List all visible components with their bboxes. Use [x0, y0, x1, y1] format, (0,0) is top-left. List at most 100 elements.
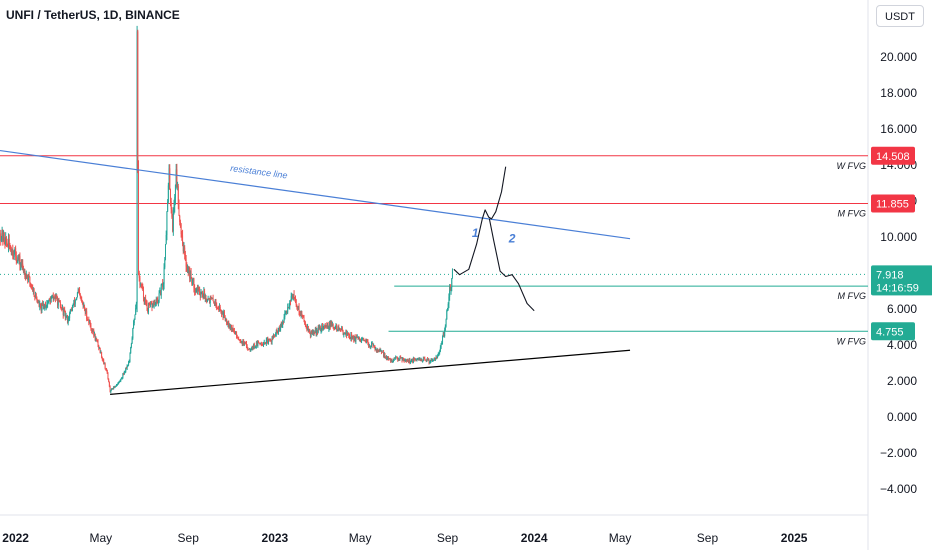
candle-body — [65, 316, 67, 318]
candle-body — [191, 280, 193, 284]
candle-body — [400, 356, 402, 359]
candle-body — [104, 363, 106, 369]
candle-body — [303, 317, 305, 322]
candle-body — [305, 325, 307, 327]
candle-body — [312, 331, 314, 335]
candle-body — [332, 323, 334, 328]
level-price-label: 4.755 — [876, 326, 904, 338]
candle-body — [422, 358, 424, 362]
candle-body — [434, 358, 436, 360]
candle-body — [199, 294, 201, 297]
candle-body — [267, 338, 269, 344]
candle-body — [160, 284, 162, 296]
time-tick-label: 2025 — [781, 531, 808, 545]
candle-body — [331, 323, 333, 325]
candle-body — [108, 381, 110, 387]
candle-body — [167, 185, 169, 202]
candle-body — [398, 359, 400, 361]
candle-body — [309, 333, 311, 336]
time-tick-label: 2022 — [2, 531, 29, 545]
candle-body — [118, 381, 120, 383]
candle-body — [74, 299, 76, 304]
candle-body — [91, 328, 93, 331]
candle-body — [380, 350, 382, 353]
candle-body — [253, 343, 255, 347]
candle-body — [231, 327, 233, 330]
candle-body — [336, 325, 338, 331]
candle-body — [263, 342, 265, 345]
candle-body — [152, 303, 154, 307]
candle-body — [357, 336, 359, 340]
candle-body — [269, 339, 271, 341]
candle-body — [75, 299, 77, 300]
candle-body — [346, 331, 348, 336]
candle-body — [223, 312, 225, 318]
candle-body — [39, 304, 41, 307]
candle-body — [385, 357, 387, 359]
candle-body — [90, 325, 92, 329]
candle-body — [3, 233, 5, 241]
candle-body — [178, 204, 180, 217]
candle-body — [388, 358, 390, 359]
candle-body — [439, 351, 441, 353]
candle-body — [362, 338, 364, 340]
candle-body — [272, 334, 274, 338]
candle-body — [63, 309, 65, 315]
candle-body — [424, 358, 426, 360]
candle-body — [93, 329, 95, 336]
candle-body — [223, 312, 225, 318]
candle-body — [200, 293, 202, 297]
candle-body — [34, 296, 36, 297]
candle-body — [412, 358, 414, 363]
candle-body — [126, 365, 128, 369]
candle-body — [76, 297, 78, 300]
price-tick-label: 2.000 — [887, 374, 917, 388]
candle-body — [372, 343, 374, 347]
candle-body — [281, 325, 283, 327]
candle-body — [383, 353, 385, 357]
candle-body — [18, 256, 20, 261]
candle-body — [66, 315, 68, 317]
candle-body — [12, 250, 14, 257]
candle-body — [233, 330, 235, 332]
candle-body — [418, 357, 420, 360]
candle-body — [103, 363, 105, 365]
candle-body — [255, 346, 257, 348]
candle-body — [57, 298, 59, 306]
candle-body — [293, 294, 295, 298]
candle-body — [58, 299, 60, 301]
candle-body — [338, 327, 340, 330]
price-tick-label: 6.000 — [887, 302, 917, 316]
candle-body — [97, 341, 99, 346]
candle-body — [226, 318, 228, 323]
candle-body — [13, 250, 15, 257]
candle-body — [133, 318, 135, 323]
candle-body — [266, 339, 268, 341]
candle-body — [103, 360, 105, 365]
candle-body — [209, 297, 211, 304]
candle-body — [302, 315, 304, 318]
candle-body — [62, 308, 64, 310]
candle-body — [437, 356, 439, 358]
candle-body — [265, 342, 267, 344]
candle-body — [367, 340, 369, 345]
candle-body — [358, 337, 360, 340]
candle-body — [147, 310, 149, 312]
candle-body — [231, 325, 233, 330]
candle-body — [416, 358, 418, 360]
candle-body — [182, 235, 184, 245]
currency-button[interactable]: USDT — [876, 5, 924, 27]
candle-body — [363, 340, 365, 341]
candle-body — [194, 288, 196, 292]
candle-body — [118, 382, 120, 384]
candle-body — [294, 297, 296, 299]
candle-body — [298, 306, 300, 312]
candle-body — [95, 338, 97, 341]
candle-body — [384, 353, 386, 357]
candle-body — [77, 290, 79, 293]
candle-body — [238, 338, 240, 340]
candle-body — [288, 306, 290, 308]
fvg-level-name: W FVG — [837, 161, 867, 171]
candle-body — [209, 298, 211, 304]
